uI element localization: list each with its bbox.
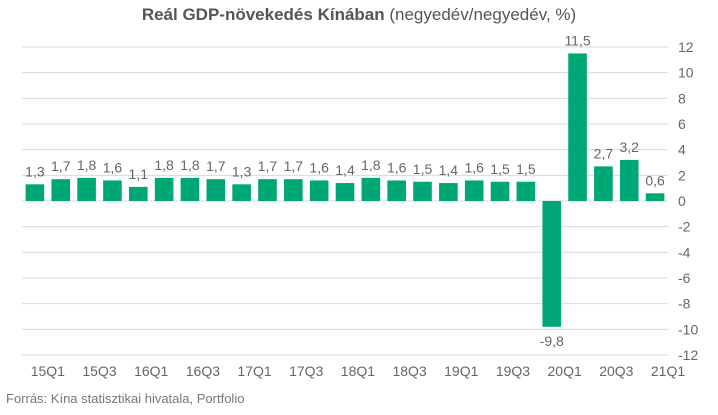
x-tick-label: 20Q1 — [548, 363, 582, 379]
bar — [154, 177, 174, 201]
x-axis-ticks: 15Q1 15Q3 16Q1 16Q3 17Q1 17Q3 18Q1 18Q3 19Q1 19Q3… — [31, 363, 686, 379]
data-label: 1,6 — [309, 159, 329, 175]
x-tick-label: 21Q1 — [651, 363, 685, 379]
data-label: 1,6 — [464, 159, 484, 175]
data-label: 1,6 — [387, 159, 407, 175]
y-tick-label: 8 — [678, 90, 686, 106]
data-label: 1,7 — [51, 158, 71, 174]
data-label: 1,8 — [154, 157, 174, 173]
x-tick-label: 16Q1 — [134, 363, 168, 379]
data-label: 11,5 — [564, 32, 590, 48]
data-label: 1,7 — [206, 158, 226, 174]
x-tick-label: 15Q3 — [82, 363, 116, 379]
data-label: 1,4 — [439, 162, 459, 178]
data-label: 1,3 — [25, 163, 45, 179]
y-tick-label: 10 — [678, 65, 694, 81]
x-tick-label: 17Q1 — [237, 363, 271, 379]
data-label: 1,7 — [258, 158, 278, 174]
data-label: 1,3 — [232, 163, 252, 179]
x-tick-label: 17Q3 — [289, 363, 323, 379]
bar — [232, 184, 251, 201]
bar — [284, 179, 303, 201]
y-tick-label: -12 — [678, 347, 698, 363]
data-label: 1,5 — [413, 161, 433, 177]
bar — [542, 201, 562, 327]
bar — [206, 179, 226, 201]
bar — [258, 179, 277, 201]
bar — [25, 184, 45, 201]
bar — [128, 186, 148, 201]
data-label: 1,4 — [335, 162, 355, 178]
x-tick-label: 20Q3 — [599, 363, 633, 379]
data-label: 3,2 — [620, 139, 640, 155]
y-tick-label: 4 — [678, 142, 686, 158]
data-label: 1,7 — [284, 158, 304, 174]
data-label: 2,7 — [594, 145, 614, 161]
y-tick-label: 2 — [678, 167, 686, 183]
y-tick-label: 6 — [678, 116, 686, 132]
y-axis-ticks: 12 10 8 6 4 2 0 -2 -4 -6 -8 -10 -12 — [678, 39, 698, 363]
chart-title-regular: (negyedév/negyedév, %) — [385, 5, 577, 24]
bar — [387, 180, 406, 201]
data-labels-group: 1,3 1,7 1,8 1,6 1,1 1,8 1,8 1,7 1,3 1,7 1,7 1,6 1,4 1… — [25, 32, 665, 348]
bar — [490, 181, 510, 201]
x-tick-label: 18Q3 — [392, 363, 426, 379]
bar — [568, 53, 587, 201]
data-label: 1,5 — [516, 161, 536, 177]
bar — [439, 183, 458, 201]
bar — [335, 183, 355, 201]
bar — [413, 181, 432, 201]
bar — [309, 180, 329, 201]
bar — [361, 177, 381, 201]
x-tick-label: 16Q3 — [186, 363, 220, 379]
bar — [464, 180, 484, 201]
bar — [103, 180, 122, 201]
data-label: -9,8 — [540, 333, 564, 349]
bar — [594, 166, 613, 201]
bar — [77, 177, 96, 201]
y-tick-label: -2 — [678, 219, 691, 235]
x-tick-label: 15Q1 — [31, 363, 65, 379]
chart-title: Reál GDP-növekedés Kínában (negyedév/neg… — [142, 5, 576, 24]
x-tick-label: 19Q1 — [444, 363, 478, 379]
data-label: 1,8 — [361, 157, 381, 173]
x-tick-label: 19Q3 — [496, 363, 530, 379]
y-tick-label: 12 — [678, 39, 694, 55]
data-label: 0,6 — [645, 172, 665, 188]
chart-title-bold: Reál GDP-növekedés Kínában — [142, 5, 385, 24]
y-tick-label: -10 — [678, 321, 698, 337]
bar — [645, 193, 665, 201]
data-label: 1,6 — [103, 159, 123, 175]
data-label: 1,1 — [129, 166, 149, 182]
bar — [51, 179, 71, 201]
data-label: 1,8 — [77, 157, 97, 173]
y-tick-label: -6 — [678, 270, 691, 286]
source-note: Forrás: Kína statisztikai hivatala, Port… — [6, 391, 245, 406]
bar — [619, 159, 639, 201]
y-tick-label: -4 — [678, 244, 691, 260]
bar — [516, 181, 536, 201]
bar — [180, 177, 200, 201]
y-tick-label: -8 — [678, 296, 691, 312]
x-tick-label: 18Q1 — [341, 363, 375, 379]
data-label: 1,5 — [490, 161, 510, 177]
y-tick-label: 0 — [678, 193, 686, 209]
bars-group — [25, 53, 665, 327]
data-label: 1,8 — [180, 157, 200, 173]
